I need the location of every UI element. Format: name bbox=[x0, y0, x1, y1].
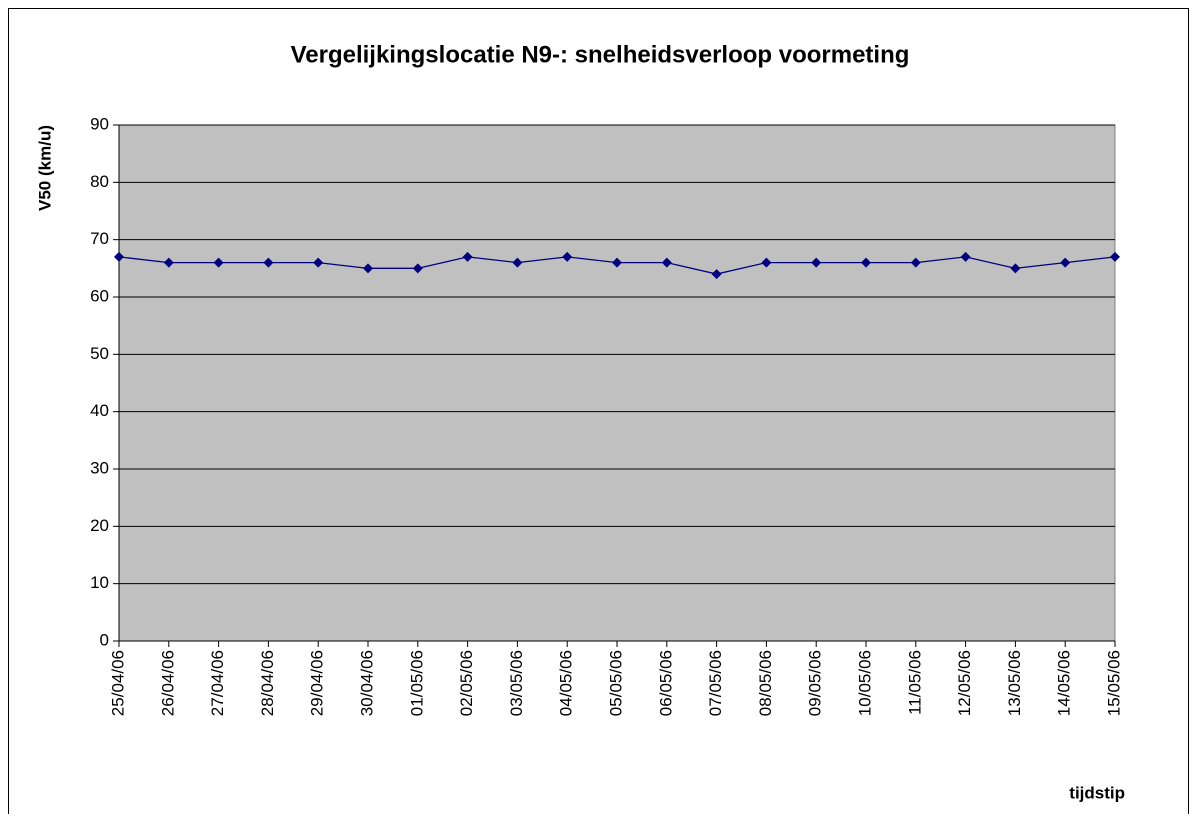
data-point bbox=[761, 257, 772, 268]
data-point bbox=[612, 257, 622, 268]
data-point bbox=[462, 251, 473, 262]
data-point bbox=[213, 257, 224, 268]
data-point bbox=[562, 251, 573, 262]
data-point bbox=[960, 251, 971, 262]
x-tick-label: 03/05/06 bbox=[507, 650, 526, 716]
data-point bbox=[263, 257, 274, 268]
y-tick-label: 10 bbox=[90, 573, 109, 592]
data-point bbox=[1110, 251, 1120, 262]
y-tick-label: 20 bbox=[90, 516, 109, 535]
data-point bbox=[363, 263, 373, 274]
data-point bbox=[661, 257, 672, 268]
x-tick-label: 28/04/06 bbox=[258, 650, 277, 716]
data-point bbox=[313, 257, 324, 268]
chart-frame bbox=[8, 8, 1189, 819]
data-point bbox=[114, 251, 124, 262]
x-tick-label: 25/04/06 bbox=[108, 650, 127, 716]
x-tick-label: 09/05/06 bbox=[806, 650, 825, 716]
data-point bbox=[910, 257, 921, 268]
x-tick-label: 02/05/06 bbox=[457, 650, 476, 716]
y-axis-label: V50 (km/u) bbox=[35, 125, 54, 211]
y-tick-label: 90 bbox=[90, 114, 109, 133]
data-point bbox=[711, 269, 722, 280]
x-tick-label: 11/05/06 bbox=[905, 650, 924, 715]
data-point bbox=[1010, 263, 1021, 274]
y-tick-label: 30 bbox=[90, 458, 109, 477]
x-tick-label: 14/05/06 bbox=[1055, 650, 1074, 716]
y-tick-label: 50 bbox=[90, 344, 109, 363]
x-tick-label: 06/05/06 bbox=[656, 650, 675, 716]
x-tick-label: 08/05/06 bbox=[756, 650, 775, 716]
x-axis-label: tijdstip bbox=[1069, 783, 1125, 802]
data-point bbox=[811, 257, 822, 268]
x-tick-label: 04/05/06 bbox=[557, 650, 576, 716]
x-tick-label: 07/05/06 bbox=[706, 650, 725, 716]
data-point bbox=[163, 257, 174, 268]
data-point bbox=[1060, 257, 1071, 268]
x-tick-label: 13/05/06 bbox=[1005, 650, 1024, 716]
chart-title: Vergelijkingslocatie N9-: snelheidsverlo… bbox=[291, 41, 910, 68]
y-tick-label: 60 bbox=[90, 286, 109, 305]
x-tick-label: 01/05/06 bbox=[407, 650, 426, 716]
data-point bbox=[512, 257, 523, 268]
data-point bbox=[412, 263, 423, 274]
x-tick-label: 29/04/06 bbox=[308, 650, 327, 716]
y-tick-label: 40 bbox=[90, 401, 109, 420]
data-point bbox=[861, 257, 871, 268]
y-tick-label: 70 bbox=[90, 229, 109, 248]
x-tick-label: 27/04/06 bbox=[208, 650, 227, 716]
y-tick-label: 80 bbox=[90, 172, 109, 191]
x-tick-label: 30/04/06 bbox=[357, 650, 376, 716]
x-tick-label: 05/05/06 bbox=[606, 650, 625, 716]
x-tick-label: 15/05/06 bbox=[1104, 650, 1123, 716]
x-tick-label: 26/04/06 bbox=[158, 650, 177, 716]
x-tick-label: 12/05/06 bbox=[955, 650, 974, 716]
x-tick-label: 10/05/06 bbox=[855, 650, 874, 716]
y-tick-label: 0 bbox=[100, 630, 109, 649]
plot-area bbox=[118, 124, 1116, 642]
